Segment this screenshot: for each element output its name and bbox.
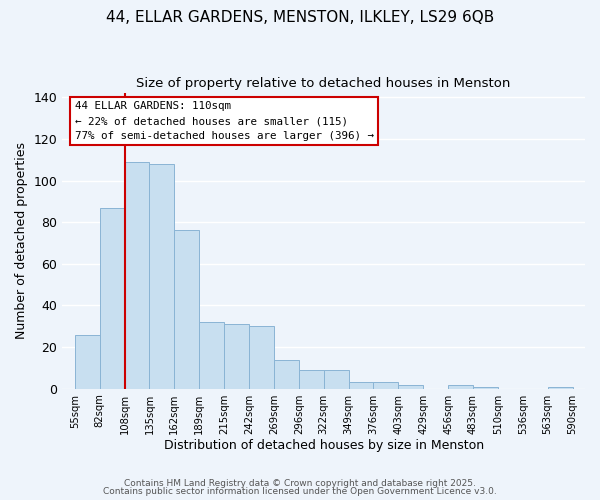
Bar	[75, 334, 100, 388]
Bar	[473, 386, 498, 388]
Text: Contains HM Land Registry data © Crown copyright and database right 2025.: Contains HM Land Registry data © Crown c…	[124, 478, 476, 488]
Bar	[349, 382, 373, 388]
Bar	[323, 370, 349, 388]
Bar	[398, 384, 423, 388]
Bar	[274, 360, 299, 388]
Bar	[175, 230, 199, 388]
Bar	[224, 324, 249, 388]
Text: 44, ELLAR GARDENS, MENSTON, ILKLEY, LS29 6QB: 44, ELLAR GARDENS, MENSTON, ILKLEY, LS29…	[106, 10, 494, 25]
Bar	[448, 384, 473, 388]
Bar	[249, 326, 274, 388]
Bar	[125, 162, 149, 388]
Bar	[373, 382, 398, 388]
Bar	[100, 208, 125, 388]
Title: Size of property relative to detached houses in Menston: Size of property relative to detached ho…	[136, 78, 511, 90]
Bar	[299, 370, 323, 388]
Text: 44 ELLAR GARDENS: 110sqm
← 22% of detached houses are smaller (115)
77% of semi-: 44 ELLAR GARDENS: 110sqm ← 22% of detach…	[75, 102, 374, 141]
Bar	[548, 386, 572, 388]
Bar	[199, 322, 224, 388]
Y-axis label: Number of detached properties: Number of detached properties	[15, 142, 28, 340]
Text: Contains public sector information licensed under the Open Government Licence v3: Contains public sector information licen…	[103, 487, 497, 496]
Bar	[149, 164, 175, 388]
X-axis label: Distribution of detached houses by size in Menston: Distribution of detached houses by size …	[164, 440, 484, 452]
